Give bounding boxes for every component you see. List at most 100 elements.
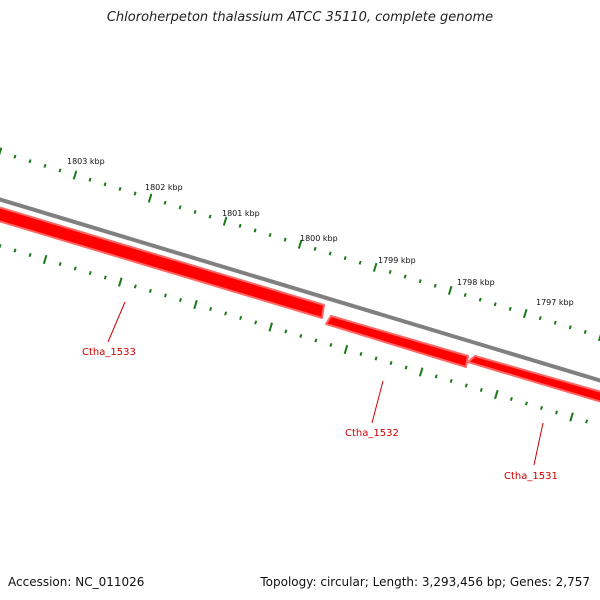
kbp-label: 1797 kbp	[536, 298, 574, 307]
minor-tick	[103, 182, 107, 187]
genome-backbone	[0, 197, 600, 383]
gene-arrow	[325, 315, 469, 368]
minor-tick	[389, 360, 393, 366]
minor-tick	[0, 244, 2, 249]
minor-tick	[28, 159, 32, 164]
minor-tick	[239, 315, 243, 321]
genome-title: Chloroherpeton thalassium ATCC 35110, co…	[106, 10, 494, 25]
minor-tick	[314, 338, 318, 343]
minor-tick	[434, 374, 438, 379]
minor-tick	[329, 342, 333, 348]
minor-tick	[133, 191, 137, 196]
minor-tick	[583, 329, 587, 334]
minor-tick	[493, 302, 497, 307]
gene-label-leader	[371, 380, 384, 424]
minor-tick	[463, 293, 467, 298]
minor-tick	[283, 237, 287, 242]
kbp-ticks-lower	[0, 244, 589, 424]
accession-text: Accession: NC_011026	[8, 575, 145, 589]
kbp-label: 1801 kbp	[222, 209, 260, 218]
major-tick	[193, 299, 198, 310]
major-tick	[494, 389, 499, 400]
major-tick	[297, 239, 303, 249]
gene-label-leader	[107, 301, 126, 343]
minor-tick	[403, 274, 407, 279]
minor-tick	[433, 283, 437, 288]
minor-tick	[193, 209, 197, 214]
minor-tick	[479, 387, 483, 393]
minor-tick	[148, 288, 152, 294]
minor-tick	[28, 252, 32, 258]
minor-tick	[313, 246, 317, 251]
minor-tick	[359, 351, 363, 357]
major-tick	[372, 262, 378, 272]
major-tick	[418, 367, 424, 377]
gene-track	[0, 206, 600, 403]
minor-tick	[449, 378, 453, 384]
minor-tick	[13, 248, 17, 253]
minor-tick	[13, 154, 17, 159]
minor-tick	[585, 419, 589, 424]
major-tick	[147, 193, 153, 203]
minor-tick	[73, 266, 77, 271]
minor-tick	[358, 260, 362, 265]
gene-label: Ctha_1533	[82, 347, 136, 358]
minor-tick	[538, 316, 542, 321]
minor-tick	[418, 279, 422, 284]
kbp-label: 1802 kbp	[145, 183, 183, 192]
gene-arrow	[467, 355, 600, 403]
major-tick	[447, 285, 453, 296]
major-tick	[222, 216, 228, 226]
minor-tick	[268, 233, 272, 238]
minor-tick	[58, 261, 62, 267]
major-tick	[268, 322, 273, 332]
kbp-label: 1799 kbp	[378, 256, 416, 265]
minor-tick	[179, 297, 182, 303]
gene-label: Ctha_1532	[345, 428, 399, 439]
minor-tick	[133, 284, 137, 289]
major-tick	[597, 334, 600, 342]
gene-label-leader	[533, 422, 544, 466]
minor-tick	[540, 405, 543, 411]
minor-tick	[163, 293, 167, 298]
gene-label: Ctha_1531	[504, 471, 558, 482]
minor-tick	[163, 200, 167, 205]
minor-tick	[178, 205, 182, 210]
major-tick	[118, 277, 123, 287]
minor-tick	[254, 320, 258, 325]
minor-tick	[404, 365, 408, 370]
major-tick	[522, 308, 528, 319]
minor-tick	[103, 275, 107, 280]
minor-tick	[58, 168, 62, 173]
major-tick	[42, 254, 48, 265]
minor-tick	[299, 333, 303, 339]
minor-tick	[88, 177, 92, 182]
minor-tick	[464, 383, 468, 388]
minor-tick	[253, 228, 257, 233]
minor-tick	[209, 306, 213, 312]
major-tick	[72, 170, 78, 180]
minor-tick	[118, 186, 122, 191]
minor-tick	[343, 256, 347, 261]
kbp-ticks-upper	[0, 147, 600, 342]
minor-tick	[328, 251, 332, 256]
kbp-label: 1800 kbp	[300, 234, 338, 243]
major-tick	[569, 412, 574, 422]
minor-tick	[88, 270, 92, 276]
minor-tick	[509, 396, 513, 402]
minor-tick	[374, 356, 378, 361]
minor-tick	[208, 214, 212, 219]
major-tick	[343, 344, 349, 355]
minor-tick	[553, 320, 557, 325]
minor-tick	[43, 163, 47, 168]
minor-tick	[568, 325, 572, 330]
minor-tick	[224, 311, 228, 316]
minor-tick	[555, 410, 559, 415]
minor-tick	[388, 269, 392, 274]
minor-tick	[508, 306, 512, 311]
minor-tick	[524, 401, 528, 406]
major-tick	[0, 147, 3, 156]
kbp-label: 1803 kbp	[67, 157, 105, 166]
minor-tick	[238, 223, 242, 228]
